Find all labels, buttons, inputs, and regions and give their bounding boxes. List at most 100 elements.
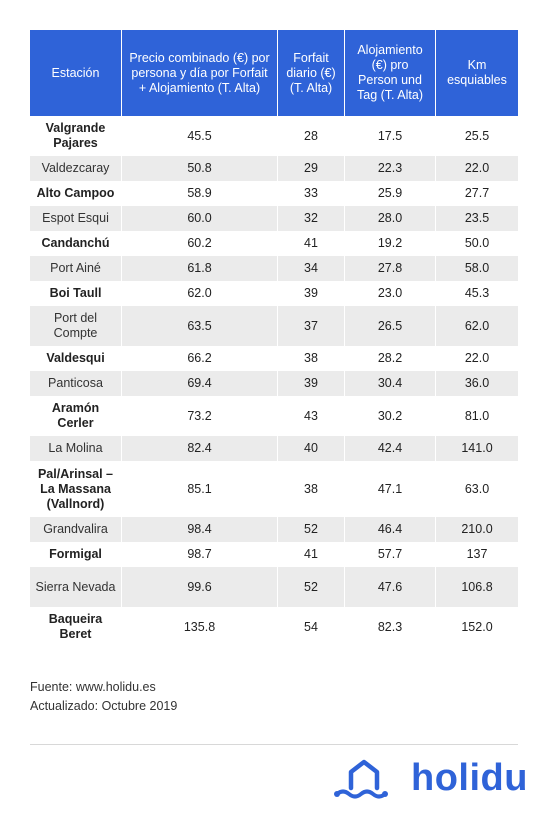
cell-lodging-price: 47.6 [344,567,435,607]
cell-lodging-price: 82.3 [344,607,435,647]
cell-combined-price: 61.8 [121,256,277,281]
cell-combined-price: 58.9 [121,181,277,206]
table-row: Grandvalira 98.4 52 46.4 210.0 [30,517,518,542]
cell-station-name: Pal/Arinsal – La Massana (Vallnord) [37,466,114,511]
cell-forfait-price: 52 [277,567,344,607]
table-row: Valdesqui 66.2 38 28.2 22.0 [30,346,518,371]
cell-ski-km: 25.5 [435,116,518,156]
cell-ski-km: 141.0 [435,436,518,461]
cell-ski-km: 23.5 [435,206,518,231]
table-body: Valgrande Pajares 45.5 28 17.5 25.5 Valdezcar… [30,116,518,647]
cell-forfait-price: 34 [277,256,344,281]
cell-ski-km: 210.0 [435,517,518,542]
cell-ski-km: 63.0 [435,461,518,517]
cell-lodging-price: 17.5 [344,116,435,156]
cell-station-name: Port del Compte [53,311,98,340]
source-note: Fuente: www.holidu.es [30,680,156,694]
cell-combined-price: 60.2 [121,231,277,256]
cell-forfait-price: 41 [277,231,344,256]
cell-combined-price: 45.5 [121,116,277,156]
cell-combined-price: 73.2 [121,396,277,436]
cell-combined-price: 99.6 [121,567,277,607]
cell-forfait-price: 41 [277,542,344,567]
cell-lodging-price: 27.8 [344,256,435,281]
cell-station-name: La Molina [48,441,103,455]
cell-combined-price: 62.0 [121,281,277,306]
house-wave-icon [334,759,388,799]
table-row: Valgrande Pajares 45.5 28 17.5 25.5 [30,116,518,156]
cell-forfait-price: 38 [277,346,344,371]
cell-station-name: Formigal [49,547,102,561]
column-header-km: Km esquiables [435,30,518,116]
cell-lodging-price: 28.2 [344,346,435,371]
cell-lodging-price: 30.2 [344,396,435,436]
cell-station-name: Valdesqui [46,351,105,365]
column-header-alojamiento: Alojamiento (€) pro Person und Tag (T. A… [344,30,435,116]
cell-lodging-price: 26.5 [344,306,435,346]
table-header: Estación Precio combinado (€) por person… [30,30,518,116]
column-header-precio-combinado: Precio combinado (€) por persona y día p… [121,30,277,116]
table-row: Baqueira Beret 135.8 54 82.3 152.0 [30,607,518,647]
table-row: Espot Esqui 60.0 32 28.0 23.5 [30,206,518,231]
cell-combined-price: 135.8 [121,607,277,647]
cell-forfait-price: 39 [277,371,344,396]
table-row: Formigal 98.7 41 57.7 137 [30,542,518,567]
cell-ski-km: 58.0 [435,256,518,281]
cell-station-name: Candanchú [41,236,110,250]
cell-station-name: Panticosa [48,376,103,390]
table-row: Panticosa 69.4 39 30.4 36.0 [30,371,518,396]
table-row: La Molina 82.4 40 42.4 141.0 [30,436,518,461]
cell-ski-km: 152.0 [435,607,518,647]
cell-forfait-price: 28 [277,116,344,156]
cell-lodging-price: 42.4 [344,436,435,461]
table-row: Pal/Arinsal – La Massana (Vallnord) 85.1 3… [30,461,518,517]
cell-forfait-price: 29 [277,156,344,181]
cell-forfait-price: 39 [277,281,344,306]
cell-combined-price: 98.7 [121,542,277,567]
cell-ski-km: 50.0 [435,231,518,256]
cell-ski-km: 81.0 [435,396,518,436]
cell-combined-price: 98.4 [121,517,277,542]
cell-lodging-price: 57.7 [344,542,435,567]
cell-forfait-price: 33 [277,181,344,206]
cell-forfait-price: 54 [277,607,344,647]
cell-lodging-price: 23.0 [344,281,435,306]
updated-note: Actualizado: Octubre 2019 [30,699,178,713]
cell-combined-price: 66.2 [121,346,277,371]
cell-lodging-price: 30.4 [344,371,435,396]
cell-combined-price: 85.1 [121,461,277,517]
table-row: Sierra Nevada 99.6 52 47.6 106.8 [30,567,518,607]
cell-combined-price: 63.5 [121,306,277,346]
cell-ski-km: 62.0 [435,306,518,346]
cell-lodging-price: 28.0 [344,206,435,231]
cell-ski-km: 22.0 [435,156,518,181]
table-row: Valdezcaray 50.8 29 22.3 22.0 [30,156,518,181]
cell-ski-km: 45.3 [435,281,518,306]
table-row: Candanchú 60.2 41 19.2 50.0 [30,231,518,256]
cell-combined-price: 50.8 [121,156,277,181]
table-row: Boi Taull 62.0 39 23.0 45.3 [30,281,518,306]
table-row: Port del Compte 63.5 37 26.5 62.0 [30,306,518,346]
footer-divider [30,744,518,745]
cell-combined-price: 69.4 [121,371,277,396]
cell-lodging-price: 25.9 [344,181,435,206]
cell-lodging-price: 22.3 [344,156,435,181]
cell-station-name: Baqueira Beret [48,612,103,641]
cell-station-name: Valdezcaray [41,161,110,175]
holidu-logo: holidu [333,757,527,800]
cell-lodging-price: 19.2 [344,231,435,256]
footer-notes: Fuente: www.holidu.es Actualizado: Octub… [30,678,177,716]
cell-ski-km: 22.0 [435,346,518,371]
cell-combined-price: 60.0 [121,206,277,231]
column-header-estacion: Estación [51,65,100,80]
cell-ski-km: 27.7 [435,181,518,206]
table-row: Alto Campoo 58.9 33 25.9 27.7 [30,181,518,206]
column-header-forfait: Forfait diario (€) (T. Alta) [277,30,344,116]
cell-ski-km: 106.8 [435,567,518,607]
cell-station-name: Espot Esqui [42,211,109,225]
cell-forfait-price: 52 [277,517,344,542]
cell-station-name: Grandvalira [43,522,108,536]
cell-forfait-price: 43 [277,396,344,436]
cell-combined-price: 82.4 [121,436,277,461]
cell-forfait-price: 40 [277,436,344,461]
